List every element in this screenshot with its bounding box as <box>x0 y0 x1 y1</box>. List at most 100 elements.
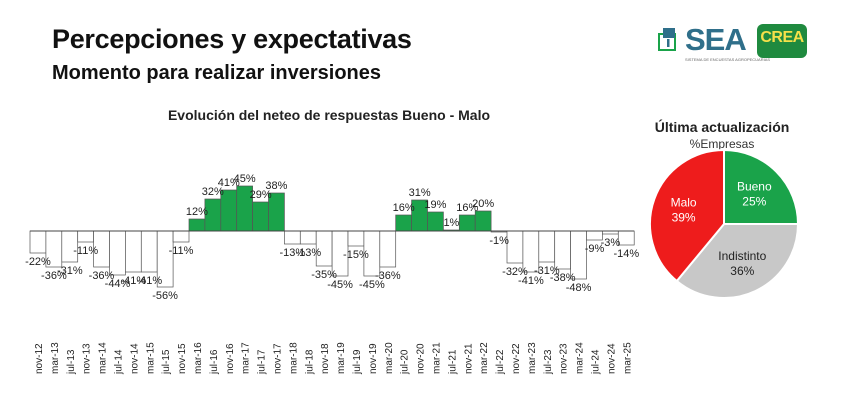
bar-label-nov-17: 38% <box>265 180 287 192</box>
sea-logo: SEA SISTEMA DE ENCUESTAS AGROPECUARIAS <box>655 22 770 66</box>
x-tick-mar-25: mar-25 <box>622 342 633 374</box>
crea-logo-text: CREA <box>760 29 804 46</box>
pie-slice-value-malo: 39% <box>672 211 696 225</box>
bar-label-nov-18: -35% <box>311 269 337 281</box>
bar-label-nov-16: 41% <box>218 177 240 189</box>
bar-label-mar-22: 20% <box>472 198 494 210</box>
bar-label-mar-18: -13% <box>279 247 305 259</box>
bar-label-mar-13: -36% <box>41 270 67 282</box>
sea-logo-text: SEA <box>685 22 747 57</box>
x-tick-jul-13: jul-13 <box>66 349 77 375</box>
bar-label-jul-15: -56% <box>152 290 178 302</box>
bar-label-jul-23: -31% <box>534 265 560 277</box>
bar-jul-18 <box>299 230 317 245</box>
x-tick-jul-19: jul-19 <box>352 349 363 375</box>
bar-mar-25 <box>617 230 635 246</box>
x-tick-nov-24: nov-24 <box>606 343 617 374</box>
bar-label-mar-16: 12% <box>186 206 208 218</box>
x-tick-mar-21: mar-21 <box>431 342 442 374</box>
pie-slice-name-malo: Malo <box>671 196 697 210</box>
bar-label-nov-20: 31% <box>409 187 431 199</box>
page-subtitle: Momento para realizar inversiones <box>52 62 382 84</box>
x-tick-jul-18: jul-18 <box>304 349 315 375</box>
bar-label-jul-16: 32% <box>202 186 224 198</box>
x-tick-nov-23: nov-23 <box>559 343 570 374</box>
pie-slice-value-bueno: 25% <box>742 195 766 209</box>
bar-label-nov-13: -11% <box>73 245 98 257</box>
x-tick-mar-22: mar-22 <box>479 342 490 374</box>
pie-slice-name-indistinto: Indistinto <box>718 249 766 263</box>
pie-slice-indistinto <box>675 223 800 299</box>
bar-jul-17 <box>252 201 269 232</box>
x-tick-jul-15: jul-15 <box>161 349 172 375</box>
bar-label-nov-15: -11% <box>169 245 194 257</box>
bar-label-mar-17: 45% <box>234 173 256 185</box>
bar-label-jul-19: -15% <box>343 249 369 261</box>
pie-slice-value-indistinto: 36% <box>730 264 754 278</box>
x-tick-nov-17: nov-17 <box>272 343 283 374</box>
bar-label-nov-19: -45% <box>359 279 385 291</box>
x-tick-jul-23: jul-23 <box>543 349 554 375</box>
bar-label-jul-22: -1% <box>489 235 509 247</box>
pie-slice-name-bueno: Bueno <box>737 180 772 194</box>
bar-label-jul-20: 16% <box>393 202 415 214</box>
x-tick-jul-21: jul-21 <box>447 349 458 375</box>
bar-nov-23 <box>554 230 571 270</box>
x-tick-nov-19: nov-19 <box>368 343 379 374</box>
x-tick-mar-19: mar-19 <box>336 342 347 374</box>
x-tick-nov-18: nov-18 <box>320 343 331 374</box>
x-tick-mar-24: mar-24 <box>575 342 586 374</box>
bar-jul-19 <box>347 230 365 247</box>
bar-label-jul-24: -9% <box>585 243 605 255</box>
sea-icon <box>658 28 676 51</box>
bar-label-nov-23: -38% <box>550 272 576 284</box>
pie-slice-malo <box>649 148 725 283</box>
bar-mar-18 <box>284 230 301 245</box>
bar-label-mar-24: -48% <box>566 282 592 294</box>
x-tick-mar-20: mar-20 <box>384 342 395 374</box>
pie-chart-subtitle: %Empresas <box>690 137 755 151</box>
bar-label-mar-15: -41% <box>136 275 162 287</box>
bar-label-nov-14: -41% <box>120 275 146 287</box>
pie-slice-bueno <box>723 148 800 225</box>
x-tick-nov-15: nov-15 <box>177 343 188 374</box>
x-tick-mar-18: mar-18 <box>288 342 299 374</box>
x-tick-nov-13: nov-13 <box>82 343 93 374</box>
bar-label-mar-14: -36% <box>89 270 115 282</box>
x-tick-jul-22: jul-22 <box>495 349 506 375</box>
bar-label-nov-22: -32% <box>502 266 528 278</box>
pie-chart-title: Última actualización <box>655 118 790 135</box>
x-tick-mar-23: mar-23 <box>527 342 538 374</box>
x-tick-jul-14: jul-14 <box>114 349 125 375</box>
x-tick-mar-15: mar-15 <box>145 342 156 374</box>
bar-nov-12 <box>29 230 47 254</box>
x-tick-nov-12: nov-12 <box>34 343 45 374</box>
sea-logo-subtext: SISTEMA DE ENCUESTAS AGROPECUARIAS <box>685 57 771 62</box>
x-tick-nov-16: nov-16 <box>225 343 236 374</box>
x-tick-mar-13: mar-13 <box>50 342 61 374</box>
bar-mar-21 <box>427 211 444 232</box>
bar-label-mar-20: -36% <box>375 270 401 282</box>
bar-label-nov-24: -3% <box>601 237 621 249</box>
x-tick-mar-16: mar-16 <box>193 342 204 374</box>
x-tick-jul-20: jul-20 <box>400 349 411 375</box>
bar-label-jul-13: -31% <box>57 265 83 277</box>
bar-jul-23 <box>538 230 556 263</box>
bar-label-nov-21: 16% <box>456 202 478 214</box>
bar-mar-15 <box>140 230 158 273</box>
bar-nov-14 <box>125 230 142 273</box>
bar-nov-22 <box>506 230 524 264</box>
bar-label-jul-17: 29% <box>250 189 272 201</box>
bar-label-mar-21: 19% <box>424 199 446 211</box>
bar-jul-14 <box>109 230 126 276</box>
x-tick-nov-21: nov-21 <box>463 343 474 374</box>
bar-label-jul-18: -13% <box>295 247 321 259</box>
x-tick-jul-24: jul-24 <box>591 349 602 375</box>
bar-series <box>29 185 635 288</box>
x-tick-jul-16: jul-16 <box>209 349 220 375</box>
bar-chart-title: Evolución del neteo de respuestas Bueno … <box>168 107 490 123</box>
bar-data-labels: -22%-36%-31%-11%-36%-44%-41%-41%-56%-11%… <box>25 173 639 302</box>
x-tick-mar-14: mar-14 <box>98 342 109 374</box>
x-tick-jul-17: jul-17 <box>257 349 268 375</box>
page-title: Percepciones y expectativas <box>52 24 412 54</box>
